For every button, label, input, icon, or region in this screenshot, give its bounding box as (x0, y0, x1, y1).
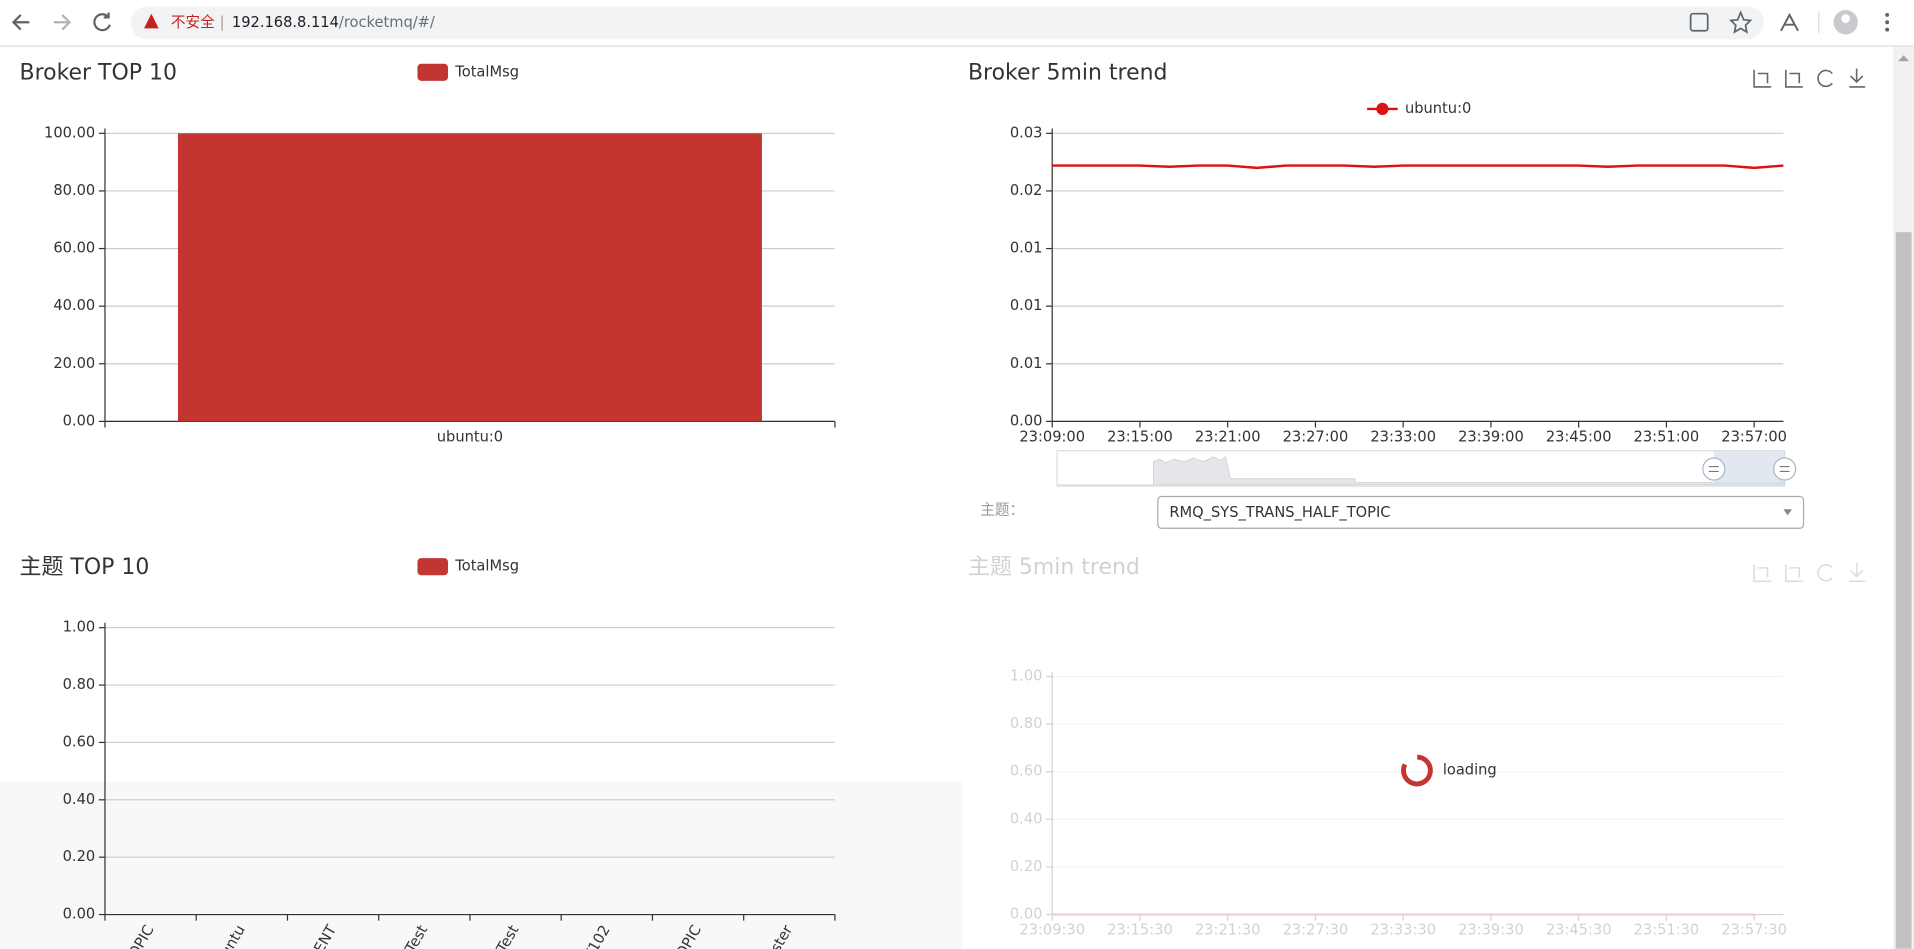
x-tick-label: 23:33:30 (1370, 921, 1436, 938)
security-label: 不安全 (171, 13, 215, 31)
restore-button[interactable] (1817, 564, 1833, 582)
zoom-reset-button[interactable] (1785, 564, 1803, 583)
x-tick-label: 23:51:00 (1634, 428, 1700, 445)
address-bar[interactable] (130, 6, 1764, 40)
y-tick-label: 0.02 (1010, 182, 1043, 199)
y-tick-label: 0.01 (1010, 240, 1043, 257)
x-tick-label: 23:27:30 (1283, 921, 1349, 938)
y-tick-label: 0.60 (63, 733, 96, 750)
x-tick-label: 23:57:30 (1721, 921, 1787, 938)
y-tick-label: 0.40 (1010, 810, 1043, 827)
y-tick-label: 0.01 (1010, 297, 1043, 314)
datazoom-preview (1057, 456, 1785, 486)
loading-spinner (1401, 754, 1433, 787)
topic-select-label: 主题： (980, 502, 1024, 519)
topic-select-value: RMQ_SYS_TRANS_HALF_TOPIC (1169, 504, 1390, 521)
chart: 主题 5min trend 0.00 0.20 0.40 0.60 0.80 1.00 23:… (968, 555, 1787, 939)
y-tick-label: 0.20 (1010, 858, 1043, 875)
loading-text: loading (1443, 762, 1497, 779)
reload-button[interactable] (93, 12, 111, 32)
y-tick-label: 20.00 (53, 355, 95, 372)
scroll-up-arrow[interactable] (1898, 55, 1910, 62)
x-tick-label: 23:51:30 (1634, 921, 1700, 938)
translate-icon[interactable] (1689, 12, 1709, 32)
zoom-button[interactable] (1753, 69, 1772, 88)
chart: Broker 5min trend 0.00 0.01 0.01 0.01 0.02 0.0… (968, 61, 1787, 446)
y-tick-label: 0.00 (63, 412, 96, 429)
url-host: 192.168.8.114 (232, 14, 339, 31)
y-tick-label: 0.00 (1010, 906, 1043, 923)
legend-label: ubuntu:0 (1405, 100, 1471, 117)
datazoom-handle[interactable] (1773, 457, 1797, 481)
back-button[interactable] (11, 14, 30, 31)
legend-label: TotalMsg (454, 63, 519, 80)
save-image-button[interactable] (1849, 68, 1866, 88)
chart: Broker TOP 10 0.00 20.00 40.00 60.00 80.00 100… (20, 61, 836, 445)
legend-marker (1376, 102, 1389, 116)
x-tick-label: 23:39:00 (1458, 428, 1524, 445)
y-tick-label: 100.00 (44, 124, 95, 141)
handle-grips (1708, 465, 1790, 473)
y-tick-label: 0.20 (63, 848, 96, 865)
x-tick-label: 23:09:00 (1019, 428, 1085, 445)
y-tick-label: 60.00 (53, 240, 95, 257)
y-tick-label: 0.00 (63, 906, 96, 923)
y-tick-label: 40.00 (53, 297, 95, 314)
x-tick-label: ubuntu:0 (437, 428, 503, 445)
chart-title: 主题 5min trend (968, 555, 1140, 580)
chart-title: Broker TOP 10 (20, 61, 177, 86)
address-text: 不安全 | 192.168.8.114/rocketmq/#/ (171, 13, 435, 31)
x-tick-label: 23:21:30 (1195, 921, 1261, 938)
topic-select[interactable] (1157, 495, 1805, 529)
chart-title: 主题 TOP 10 (20, 555, 150, 580)
chart-title: Broker 5min trend (968, 61, 1167, 86)
x-tick-label: 23:15:00 (1107, 428, 1173, 445)
zoom-button[interactable] (1753, 564, 1772, 583)
y-tick-label: 0.60 (1010, 763, 1043, 780)
url-path: /rocketmq/#/ (339, 14, 435, 31)
y-tick-label: 0.80 (1010, 715, 1043, 732)
y-tick-label: 0.40 (63, 791, 96, 808)
chart-toolbox (1753, 68, 1866, 88)
x-tick-label: 23:09:30 (1019, 921, 1085, 938)
x-tick-label: 23:45:00 (1546, 428, 1612, 445)
save-image-button[interactable] (1849, 562, 1866, 583)
y-tick-label: 0.03 (1010, 124, 1043, 141)
y-tick-label: 1.00 (1010, 668, 1043, 685)
legend-swatch (417, 63, 448, 81)
x-tick-label: 23:33:00 (1370, 428, 1436, 445)
series-line (1052, 164, 1784, 170)
y-tick-label: 1.00 (63, 619, 96, 636)
warning-icon (144, 13, 159, 29)
bookmark-star[interactable] (1729, 10, 1753, 34)
y-tick-label: 0.00 (1010, 412, 1043, 429)
y-tick-label: 0.80 (63, 676, 96, 693)
chart-toolbox-faded (1753, 562, 1866, 583)
x-tick-label: 23:39:30 (1458, 921, 1524, 938)
separator: | (220, 14, 225, 31)
x-tick-label: 23:27:00 (1283, 428, 1349, 445)
restore-button[interactable] (1817, 69, 1833, 88)
x-tick-label: 23:45:30 (1546, 921, 1612, 938)
x-tick-label: 23:57:00 (1721, 428, 1787, 445)
zoom-reset-button[interactable] (1785, 69, 1803, 88)
scrollbar-thumb[interactable] (1895, 232, 1912, 949)
bar (177, 133, 762, 422)
menu-button[interactable] (1885, 12, 1890, 32)
legend-label: TotalMsg (454, 558, 519, 575)
avatar-head (1841, 14, 1850, 23)
x-tick-label: 23:15:30 (1107, 921, 1173, 938)
y-tick-label: 0.01 (1010, 355, 1043, 372)
forward-button[interactable] (53, 14, 72, 31)
legend-swatch (417, 558, 448, 576)
extension-icon[interactable] (1780, 12, 1799, 32)
mask-band (0, 781, 962, 949)
datazoom-handle[interactable] (1702, 457, 1726, 481)
select-arrow (1783, 509, 1792, 516)
x-tick-label: 23:21:00 (1195, 428, 1261, 445)
y-tick-label: 80.00 (53, 182, 95, 199)
datazoom-window[interactable] (1713, 450, 1785, 487)
